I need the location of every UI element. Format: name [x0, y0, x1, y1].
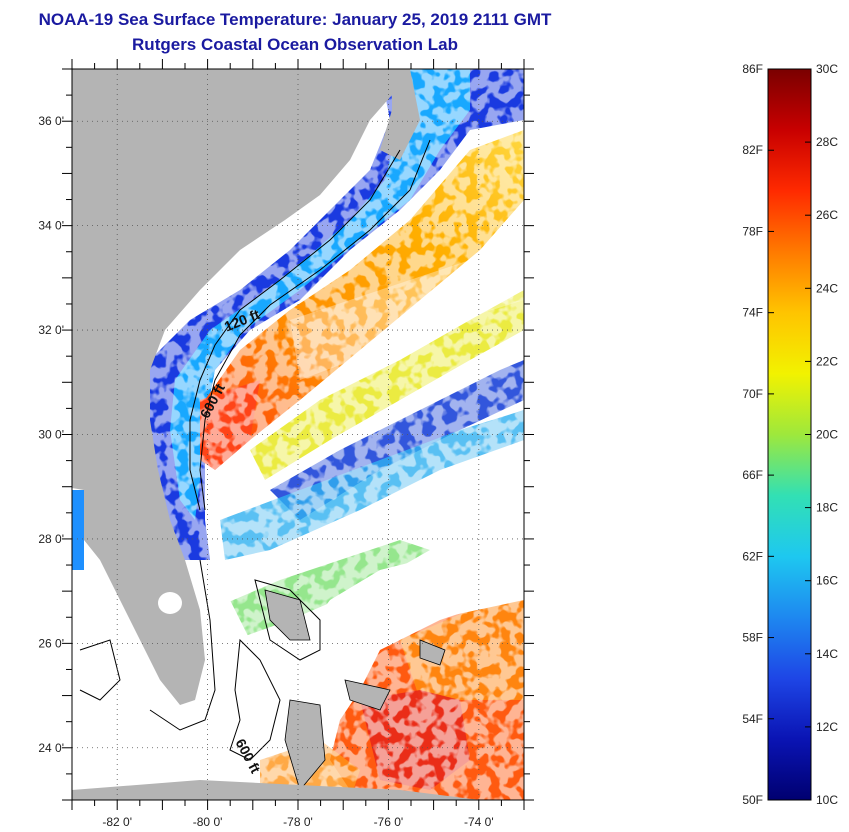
lon-tick-label: -82 0' [102, 815, 132, 829]
colorbar-c-label: 10C [816, 793, 838, 807]
map-ticks: 24 0' 26 0' 28 0' 30 0' 32 0' 34 0' 36 0' -82 0… [38, 59, 534, 829]
map-title: NOAA-19 Sea Surface Temperature: January… [38, 10, 552, 29]
lon-tick-label: -76 0' [374, 815, 404, 829]
colorbar-f-label: 82F [742, 143, 763, 157]
lon-tick-label: -74 0' [464, 815, 494, 829]
colorbar-f-label: 70F [742, 387, 763, 401]
colorbar-c-label: 24C [816, 281, 838, 295]
contour-bahama-bank [229, 638, 281, 761]
land-abaco [419, 639, 446, 666]
lake-okeechobee [158, 592, 182, 614]
colorbar-f-label: 54F [742, 712, 763, 726]
contour-florida-east [149, 559, 216, 731]
lon-tick-label: -80 0' [193, 815, 223, 829]
colorbar-f-label: 66F [742, 468, 763, 482]
colorbar-c-label: 18C [816, 501, 838, 515]
contour-120ft [189, 149, 401, 511]
map-area [72, 69, 524, 800]
colorbar [767, 68, 812, 801]
land-grand-bahama [264, 589, 311, 641]
colorbar-c-label: 30C [816, 62, 838, 76]
map-subtitle: Rutgers Coastal Ocean Observation Lab [132, 35, 458, 54]
colorbar-c-label: 16C [816, 574, 838, 588]
gulf-water [72, 490, 84, 570]
colorbar-f-label: 50F [742, 793, 763, 807]
map-grid [72, 69, 524, 800]
colorbar-f-label: 58F [742, 631, 763, 645]
land-outer-banks [380, 69, 420, 160]
land-cuba [72, 780, 480, 800]
colorbar-f-label: 78F [742, 224, 763, 238]
land-southeast-us [72, 69, 392, 705]
colorbar-ticks: 30C 28C 26C 24C 22C 20C 18C 16C 14C 12C 10C 86F 82F 7… [742, 62, 838, 807]
lat-tick-label: 28 0' [38, 532, 64, 546]
land-andros [284, 699, 326, 791]
lat-tick-label: 34 0' [38, 219, 64, 233]
land-eleuthera [344, 679, 391, 711]
lon-tick-label: -78 0' [283, 815, 313, 829]
contour-600ft [199, 139, 431, 511]
cloud-streak [290, 250, 524, 380]
colorbar-c-label: 22C [816, 354, 838, 368]
colorbar-c-label: 26C [816, 208, 838, 222]
contour-grand-bahama [254, 579, 321, 661]
colorbar-c-label: 14C [816, 647, 838, 661]
lat-tick-label: 30 0' [38, 428, 64, 442]
colorbar-f-label: 86F [742, 62, 763, 76]
colorbar-f-label: 62F [742, 549, 763, 563]
lat-tick-label: 32 0' [38, 323, 64, 337]
colorbar-c-label: 20C [816, 428, 838, 442]
lat-tick-label: 26 0' [38, 636, 64, 650]
lat-tick-label: 24 0' [38, 741, 64, 755]
colorbar-f-label: 74F [742, 306, 763, 320]
lat-tick-label: 36 0' [38, 114, 64, 128]
contour-gulf [79, 639, 121, 701]
colorbar-c-label: 28C [816, 135, 838, 149]
colorbar-c-label: 12C [816, 720, 838, 734]
